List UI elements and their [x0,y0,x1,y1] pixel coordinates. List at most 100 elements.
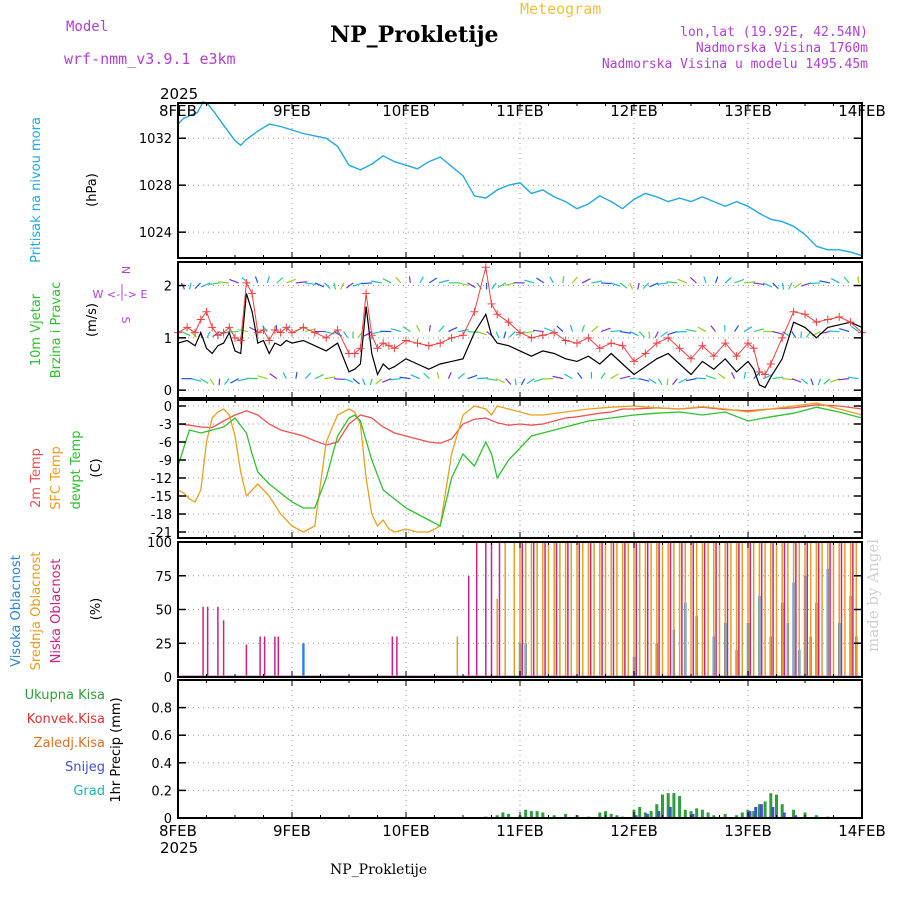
wind-arrow [800,282,812,287]
precip-bar-total [615,815,619,818]
wind-arrow [229,278,239,284]
precip-bar-total [507,813,511,818]
ytick-label-temperature: -12 [151,472,172,487]
wind-arrow [505,378,512,385]
wind-gust-marker [487,299,496,308]
wind-arrow [620,330,631,334]
wind-gust-marker [516,328,524,337]
wind-arrow [314,282,325,288]
wind-gust-marker [481,263,490,272]
wind-arrow [419,276,424,284]
wind-arrow [800,378,809,385]
wind-arrow [610,330,622,333]
wind-gust-marker [618,341,627,350]
year-top: 2025 [160,85,198,103]
temp-label-2m: 2m Temp [29,448,44,508]
precip-bar-total [712,815,716,818]
wind-arrow [601,282,613,285]
elevation-label: Nadmorska Visina 1760m [695,41,868,56]
xtick-label-bottom: 9FEB [273,822,311,840]
watermark: made by Angel [864,538,882,652]
wind-arrow [340,282,345,290]
wind-arrow [362,378,366,386]
wind-arrow [314,374,324,380]
wind-gust-marker [402,336,410,345]
wind-arrow [648,331,651,339]
wind-arrow [697,326,707,333]
wind-gust-marker [288,328,296,337]
wind-arrow [791,378,802,383]
wind-arrow [536,277,545,284]
xtick-label-top: 12FEB [610,102,657,120]
precip-bar-total [529,811,533,818]
cloud-label-low: Niska Oblacnost [49,559,64,664]
wind-gust-marker [236,336,245,345]
wind-arrow [562,276,565,283]
precip-label-3: Snijeg [65,760,105,775]
ytick-label-wind: 1 [164,332,172,347]
wind-arrow [724,277,732,284]
wind-arrow [694,377,707,380]
wind-gust-marker [196,315,205,324]
precip-bar-total [495,815,499,818]
ytick-label-precipitation: 0 [164,812,172,827]
wind-arrow [734,278,745,284]
xtick-label-top: 9FEB [273,102,311,120]
wind-arrow [782,378,794,381]
precip-bar-total [792,809,796,818]
wind-arrow [666,378,669,386]
wind-gust-marker [652,339,661,348]
wind-title-2: Brzina i Pravac [49,282,64,379]
wind-gust-marker [202,307,211,316]
wind-gust-marker [350,349,359,358]
wind-arrow [710,325,716,332]
ytick-label-temperature: 0 [164,400,172,415]
wind-arrow [282,372,287,379]
wind-arrow [620,375,631,380]
ytick-label-clouds: 25 [155,637,172,652]
wind-gust-marker [270,326,279,334]
wind-arrow [212,331,220,338]
wind-arrow [206,331,211,339]
wind-arrow [399,376,411,380]
temp-label-sfc: SFC Temp [49,446,64,510]
model-label: Model [66,19,109,35]
wind-gust-marker [356,344,365,353]
wind-arrow [352,378,360,385]
precip-bar-total [763,801,767,818]
precip-bar-snow [668,806,672,818]
wind-arrow [408,276,411,283]
compass-arrow: | [120,282,124,295]
wind-gust-marker [573,339,581,348]
ytick-label-pressure: 1024 [139,226,172,241]
wind-gust-marker [595,344,604,353]
wind-arrow [415,325,421,332]
wind-gust-marker [538,331,547,340]
wind-arrow [577,372,583,380]
wind-arrow [657,378,663,386]
wind-gust-marker [789,307,798,316]
precip-bar-snow [754,806,758,818]
wind-arrow [448,326,458,333]
wind-gust-marker [527,333,536,342]
wind-arrow [794,282,802,289]
wind-arrow [654,331,659,339]
precip-bar-snow [759,804,763,818]
ytick-label-precipitation: 0.2 [151,784,172,799]
wind-gust-marker [470,307,479,316]
wind-arrow [305,282,317,286]
wind-arrow [639,378,650,382]
wind-gust-marker [584,333,593,342]
wind-gust-marker [333,326,342,334]
wind-gust-marker [721,339,730,348]
wind-gust-marker [213,331,222,340]
precip-bar-total [598,812,602,818]
ytick-label-wind: 2 [164,280,172,295]
wind-arrow [285,325,291,332]
wind-arrow [436,371,440,379]
wind-arrow [685,378,697,382]
wind-arrow [744,281,756,284]
temp-ylabel: (C) [89,458,104,477]
wind-arrow [809,282,821,285]
wind-arrow [381,378,392,383]
